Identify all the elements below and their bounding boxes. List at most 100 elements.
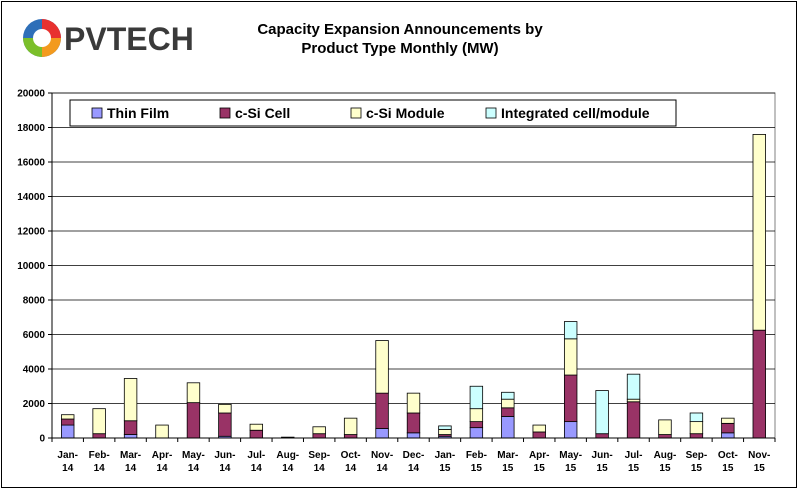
bar-segment [595, 433, 609, 439]
legend-swatch [350, 107, 362, 119]
y-tick-label: 20000 [17, 89, 45, 100]
chart-title-line-2: Product Type Monthly (MW) [301, 40, 499, 57]
bar-segment [218, 403, 232, 414]
bar-segment [218, 412, 232, 437]
bar-segment [689, 412, 704, 423]
x-tick-label: Nov-14 [371, 450, 393, 474]
bar-segment [563, 421, 578, 439]
x-tick-label: Apr-14 [152, 450, 173, 474]
bar-segment [123, 434, 138, 439]
legend-swatch [485, 107, 497, 119]
bar-segment [92, 408, 106, 435]
bar-segment [438, 425, 452, 430]
bar-segment [375, 392, 389, 429]
legend-swatch [219, 107, 231, 119]
bar-segment [343, 434, 358, 439]
x-tick-label: Feb-15 [466, 450, 487, 474]
y-tick-label: 18000 [17, 123, 45, 134]
chart-title-line-1: Capacity Expansion Announcements by [257, 21, 543, 38]
bar-segment [689, 433, 704, 439]
x-tick-label: Feb-14 [89, 450, 110, 474]
bar-segment [406, 412, 421, 434]
y-tick-label: 8000 [23, 296, 46, 307]
bar-segment [563, 321, 578, 340]
bar-segment [375, 340, 389, 394]
bar-segment [61, 414, 75, 420]
bar-segment [658, 419, 672, 435]
bar-segment [375, 428, 389, 439]
gridlines [51, 92, 776, 439]
x-tick-label: Jul-14 [247, 450, 265, 474]
x-tick-label: Jun-14 [214, 450, 235, 474]
bar-segment [469, 385, 484, 410]
y-tick-label: 14000 [17, 192, 45, 203]
bar-segment [721, 417, 735, 424]
bar-segment [532, 424, 546, 433]
legend-swatch [91, 107, 103, 119]
bar-segment [595, 390, 609, 435]
bar-segment [501, 416, 515, 439]
x-tick-label: Mar-15 [497, 450, 518, 474]
bar-segment [312, 433, 326, 439]
legend-label: c-Si Module [366, 105, 445, 121]
legend: Thin Film c-Si Cell c-Si Module Integrated … [69, 99, 677, 127]
pvtech-logo: PVTECH [23, 19, 194, 57]
x-tick-label: Apr-15 [529, 450, 550, 474]
bar-segment [501, 407, 515, 417]
legend-label: Thin Film [107, 105, 169, 121]
x-axis: Jan-14 Feb-14 Mar-14 Apr-14 May-14 Jun-14 Jul-… [51, 437, 776, 474]
bar-segment [501, 398, 515, 409]
x-tick-label: Sep-15 [686, 450, 708, 474]
x-tick-label: Jun-15 [592, 450, 613, 474]
bar-segment [406, 432, 421, 439]
bar-segment [626, 401, 641, 439]
y-tick-label: 0 [39, 434, 45, 445]
bar-segment [123, 420, 138, 435]
y-tick-label: 16000 [17, 158, 45, 169]
y-tick-label: 6000 [23, 330, 46, 341]
bar-segment [626, 373, 641, 400]
bar-segment [343, 417, 358, 435]
bar-segment [123, 378, 138, 422]
x-tick-label: Nov-15 [748, 450, 770, 474]
x-tick-label: Aug-14 [276, 450, 299, 474]
logo-text: PVTECH [64, 21, 194, 57]
y-tick-label: 10000 [17, 261, 45, 272]
bar-segment [155, 424, 169, 439]
y-axis: 0 2000 4000 6000 8000 10000 12000 14000 16000 180… [17, 89, 53, 445]
x-tick-label: Dec-14 [403, 450, 425, 474]
x-tick-label: May-14 [182, 450, 205, 474]
bar-segment [186, 382, 201, 404]
logo-swirl-icon [23, 19, 61, 57]
bar-segment [469, 421, 484, 429]
bar-segment [752, 329, 766, 439]
chart-title: Capacity Expansion Announcements by Prod… [200, 20, 600, 58]
bar-segment [752, 133, 766, 331]
legend-box [69, 99, 677, 127]
y-tick-label: 2000 [23, 399, 46, 410]
bar-segment [249, 429, 264, 439]
bar-segment [406, 392, 421, 414]
bar-segment [721, 422, 735, 434]
x-tick-label: May-15 [559, 450, 582, 474]
bar-segment [249, 423, 264, 431]
x-tick-label: Jul-15 [625, 450, 643, 474]
x-tick-label: Jan-15 [435, 450, 456, 474]
bar-segment [186, 402, 201, 439]
bar-segment [563, 374, 578, 423]
bar-segment [438, 428, 452, 435]
legend-label: Integrated cell/module [501, 105, 650, 121]
bar-segment [563, 338, 578, 376]
x-tick-label: Oct-15 [718, 450, 738, 474]
legend-label: c-Si Cell [235, 105, 290, 121]
bar-segment [312, 426, 326, 435]
bar-segment [92, 433, 106, 439]
bar-segment [469, 427, 484, 439]
x-tick-label: Sep-14 [308, 450, 330, 474]
bars [61, 133, 766, 439]
bar-segment [721, 432, 735, 439]
bar-segment [689, 421, 704, 435]
x-tick-label: Jan-14 [57, 450, 78, 474]
bar-segment [469, 408, 484, 423]
